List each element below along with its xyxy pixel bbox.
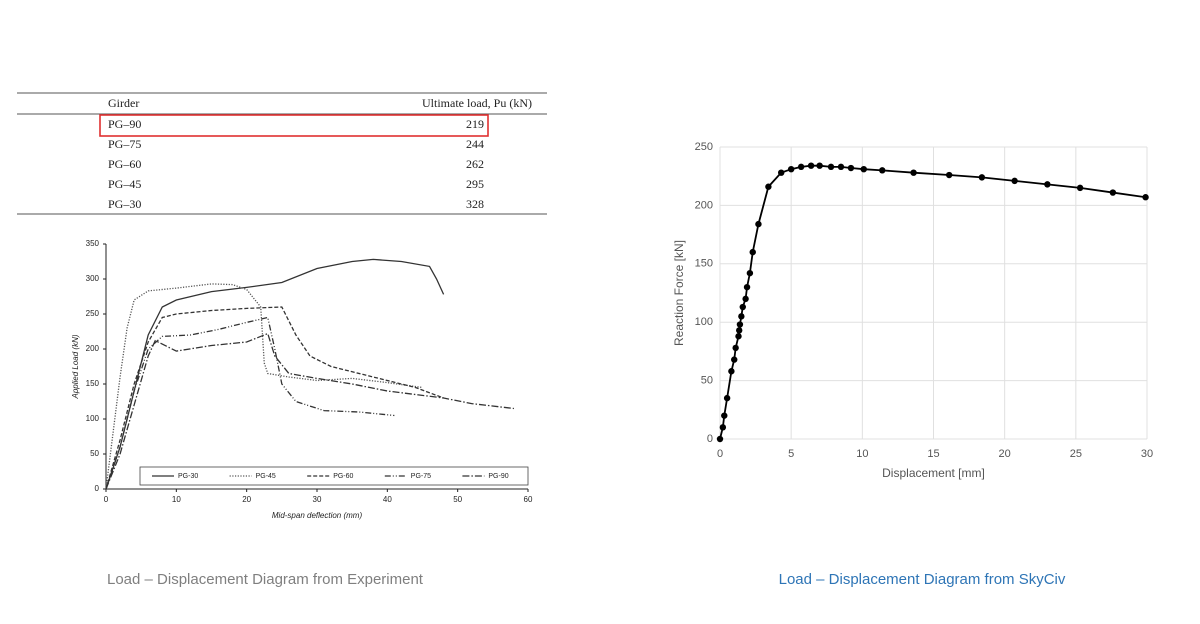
legend-label: PG-75 <box>411 473 431 480</box>
y-axis-title: Reaction Force [kN] <box>672 240 686 346</box>
y-tick-label: 0 <box>707 433 713 445</box>
table-cell: PG–30 <box>108 197 141 211</box>
data-point <box>787 165 795 173</box>
y-tick-label: 50 <box>90 449 99 458</box>
x-tick-label: 20 <box>242 495 251 504</box>
data-point <box>723 394 731 402</box>
data-point <box>1142 194 1149 201</box>
x-tick-label: 30 <box>1141 448 1153 460</box>
x-tick-label: 40 <box>383 495 392 504</box>
data-point <box>739 303 746 311</box>
x-tick-label: 5 <box>788 448 794 460</box>
table-cell: 244 <box>466 137 484 151</box>
y-tick-label: 50 <box>701 375 713 387</box>
data-point <box>731 356 738 363</box>
x-tick-label: 10 <box>172 495 181 504</box>
y-tick-label: 200 <box>695 199 713 211</box>
x-tick-label: 25 <box>1070 448 1082 460</box>
data-line <box>105 283 423 490</box>
caption: Load – Displacement Diagram from Experim… <box>107 571 424 588</box>
data-point <box>879 167 886 174</box>
y-tick-label: 150 <box>695 258 713 270</box>
data-point <box>728 368 735 375</box>
x-tick-label: 50 <box>453 495 462 504</box>
y-tick-label: 250 <box>86 309 100 318</box>
data-point <box>716 435 724 443</box>
data-line <box>105 306 444 490</box>
data-point <box>765 183 772 190</box>
table-header: Ultimate load, Pu (kN) <box>422 96 532 110</box>
legend-box <box>139 466 529 486</box>
data-point <box>797 163 805 171</box>
data-point <box>807 162 815 169</box>
data-line <box>105 332 515 490</box>
data-point <box>1011 177 1018 185</box>
caption: Load – Displacement Diagram from SkyCiv <box>779 571 1066 588</box>
y-tick-label: 250 <box>695 141 713 153</box>
data-point <box>732 344 739 352</box>
y-tick-label: 200 <box>86 344 100 353</box>
x-axis-title: Displacement [mm] <box>882 466 985 480</box>
legend-label: PG-30 <box>178 473 198 480</box>
highlight-box <box>99 114 489 137</box>
data-point <box>749 248 756 256</box>
legend-label: PG-60 <box>333 473 353 480</box>
data-point <box>860 165 867 173</box>
data-point <box>847 164 855 172</box>
data-line <box>105 316 395 490</box>
y-axis-title: Applied Load (kN) <box>71 334 80 399</box>
data-point <box>736 327 743 334</box>
x-tick-label: 30 <box>313 495 322 504</box>
table-cell: PG–90 <box>108 117 141 131</box>
data-point <box>721 412 728 419</box>
data-point <box>945 171 953 179</box>
data-point <box>736 321 744 328</box>
data-point <box>910 169 917 176</box>
data-point <box>755 220 762 228</box>
data-point <box>778 169 785 176</box>
y-tick-label: 100 <box>695 316 713 328</box>
table-cell: PG–75 <box>108 137 141 151</box>
data-point <box>1044 181 1051 188</box>
data-point <box>738 313 745 320</box>
x-tick-label: 60 <box>524 495 533 504</box>
data-point <box>1076 184 1084 192</box>
table-cell: PG–60 <box>108 157 141 171</box>
data-point <box>1109 189 1117 196</box>
table-cell: 328 <box>466 197 484 211</box>
y-tick-label: 350 <box>86 239 100 248</box>
table-cell: PG–45 <box>108 177 141 191</box>
data-point <box>743 283 751 291</box>
data-point <box>719 424 727 431</box>
x-tick-label: 0 <box>104 495 109 504</box>
y-tick-label: 150 <box>86 379 100 388</box>
x-tick-label: 20 <box>999 448 1011 460</box>
y-tick-label: 300 <box>86 274 100 283</box>
data-point <box>816 162 823 169</box>
x-tick-label: 15 <box>927 448 939 460</box>
table-cell: 262 <box>466 157 484 171</box>
table-cell: 295 <box>466 177 484 191</box>
y-tick-label: 100 <box>86 414 100 423</box>
legend-label: PG-90 <box>488 473 508 480</box>
chart: 0 50 100 150 200 250 300 350 0 10 20 30 40 50 60 Mid-sp… <box>71 239 533 520</box>
table-header: Girder <box>108 96 139 110</box>
x-tick-label: 0 <box>717 448 723 460</box>
data-point <box>978 174 986 181</box>
data-point <box>827 163 835 171</box>
data-point <box>742 295 749 303</box>
data-point <box>735 333 742 340</box>
data-point <box>837 163 845 171</box>
data-point <box>746 269 754 277</box>
legend-label: PG-45 <box>256 473 276 480</box>
x-tick-label: 10 <box>856 448 868 460</box>
table-cell: 219 <box>466 117 484 131</box>
chart: 0 50 100 150 200 250 0 5 10 15 20 25 30 Displacement … <box>672 141 1153 480</box>
x-axis-title: Mid-span deflection (mm) <box>272 511 363 520</box>
y-tick-label: 0 <box>95 484 100 493</box>
data-line <box>105 258 445 490</box>
